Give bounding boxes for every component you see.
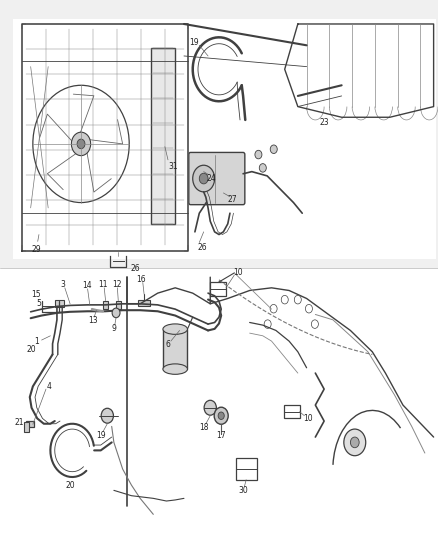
Bar bbox=[103, 301, 108, 309]
Text: 24: 24 bbox=[207, 174, 216, 183]
Bar bbox=[151, 48, 175, 224]
Bar bbox=[0, 269, 438, 533]
Text: 10: 10 bbox=[233, 269, 243, 277]
Text: 3: 3 bbox=[60, 280, 65, 289]
Text: 19: 19 bbox=[189, 38, 199, 47]
Bar bbox=[26, 421, 34, 427]
Circle shape bbox=[101, 408, 113, 423]
Text: 26: 26 bbox=[198, 244, 207, 252]
Text: 20: 20 bbox=[65, 481, 75, 489]
Text: 12: 12 bbox=[112, 280, 121, 288]
Bar bbox=[284, 405, 300, 418]
Circle shape bbox=[255, 150, 262, 159]
Circle shape bbox=[71, 132, 91, 156]
Circle shape bbox=[199, 173, 208, 184]
Bar bbox=[116, 301, 121, 309]
Circle shape bbox=[305, 304, 312, 313]
Text: 10: 10 bbox=[303, 414, 313, 423]
Text: 19: 19 bbox=[96, 431, 106, 440]
Circle shape bbox=[33, 85, 129, 203]
Text: 17: 17 bbox=[216, 432, 226, 440]
Circle shape bbox=[214, 407, 228, 424]
Bar bbox=[13, 19, 193, 259]
Circle shape bbox=[259, 164, 266, 172]
Text: 30: 30 bbox=[239, 486, 248, 495]
Text: 15: 15 bbox=[31, 290, 41, 299]
Text: 13: 13 bbox=[88, 316, 98, 325]
Bar bbox=[55, 300, 64, 307]
Text: 18: 18 bbox=[199, 423, 208, 432]
Circle shape bbox=[77, 139, 85, 149]
Text: 21: 21 bbox=[15, 418, 25, 427]
Bar bbox=[180, 19, 436, 259]
Circle shape bbox=[344, 429, 366, 456]
Circle shape bbox=[350, 437, 359, 448]
Text: 4: 4 bbox=[46, 382, 52, 391]
Text: 20: 20 bbox=[27, 345, 36, 353]
Text: 23: 23 bbox=[319, 118, 329, 127]
Circle shape bbox=[204, 400, 216, 415]
Text: 14: 14 bbox=[82, 281, 92, 289]
Circle shape bbox=[264, 320, 271, 328]
Text: 1: 1 bbox=[34, 337, 39, 346]
Text: 29: 29 bbox=[31, 245, 41, 254]
Bar bbox=[163, 329, 187, 369]
Circle shape bbox=[193, 165, 215, 192]
Bar bbox=[210, 282, 226, 296]
Text: 9: 9 bbox=[111, 325, 117, 333]
Text: 31: 31 bbox=[168, 163, 178, 171]
Circle shape bbox=[311, 320, 318, 328]
FancyBboxPatch shape bbox=[189, 152, 245, 205]
Circle shape bbox=[218, 412, 224, 419]
Text: 6: 6 bbox=[166, 341, 171, 349]
Circle shape bbox=[294, 295, 301, 304]
Circle shape bbox=[270, 145, 277, 154]
Text: 26: 26 bbox=[131, 264, 141, 272]
Text: 16: 16 bbox=[137, 275, 146, 284]
Bar bbox=[236, 458, 257, 480]
Bar bbox=[24, 422, 29, 432]
Text: 5: 5 bbox=[36, 300, 41, 308]
Ellipse shape bbox=[163, 364, 187, 374]
Bar bbox=[138, 300, 150, 306]
Text: 27: 27 bbox=[227, 196, 237, 204]
Circle shape bbox=[270, 304, 277, 313]
Circle shape bbox=[281, 295, 288, 304]
Text: 11: 11 bbox=[99, 280, 108, 288]
Circle shape bbox=[112, 308, 120, 318]
Ellipse shape bbox=[163, 324, 187, 334]
